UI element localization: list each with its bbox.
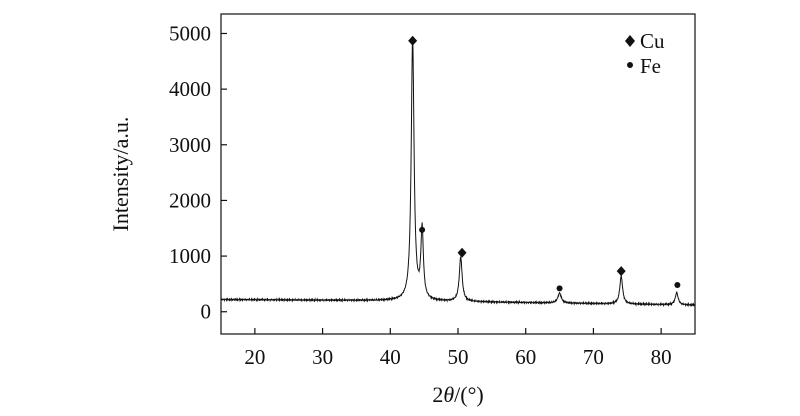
y-axis-ticks: 0 1000 2000 3000 4000 5000 [169, 21, 227, 324]
peak-markers [408, 35, 681, 292]
x-axis-title: 2θ/(°) [432, 382, 483, 407]
x-tick-label: 60 [515, 345, 536, 369]
x-axis-title-unit: /(°) [454, 382, 484, 407]
legend: Cu Fe [625, 29, 665, 78]
legend-cu-marker [625, 35, 635, 47]
x-tick-label: 20 [244, 345, 265, 369]
y-tick-label: 2000 [169, 188, 211, 212]
x-tick-label: 40 [380, 345, 401, 369]
x-tick-label: 80 [651, 345, 672, 369]
x-tick-label: 30 [312, 345, 333, 369]
y-tick-label: 0 [201, 300, 212, 324]
y-tick-label: 3000 [169, 133, 211, 157]
x-tick-label: 50 [448, 345, 469, 369]
cu-peak-marker [616, 266, 626, 277]
legend-fe-marker [627, 62, 633, 68]
y-tick-label: 1000 [169, 244, 211, 268]
x-axis-title-prefix: 2 [432, 382, 443, 407]
cu-peak-marker [408, 35, 418, 46]
x-axis-ticks: 20 30 40 50 60 70 80 [244, 328, 672, 369]
x-tick-label: 70 [583, 345, 604, 369]
diffraction-pattern-line [220, 37, 696, 308]
legend-cu-label: Cu [640, 29, 665, 53]
y-tick-label: 4000 [169, 77, 211, 101]
fe-peak-marker [419, 226, 426, 233]
fe-peak-marker [674, 282, 681, 289]
cu-peak-marker [457, 247, 467, 258]
y-axis-title: Intensity/a.u. [108, 117, 133, 232]
legend-fe-label: Fe [640, 54, 661, 78]
y-tick-label: 5000 [169, 21, 211, 45]
x-axis-title-theta: θ [443, 382, 454, 407]
fe-peak-marker [556, 285, 563, 292]
